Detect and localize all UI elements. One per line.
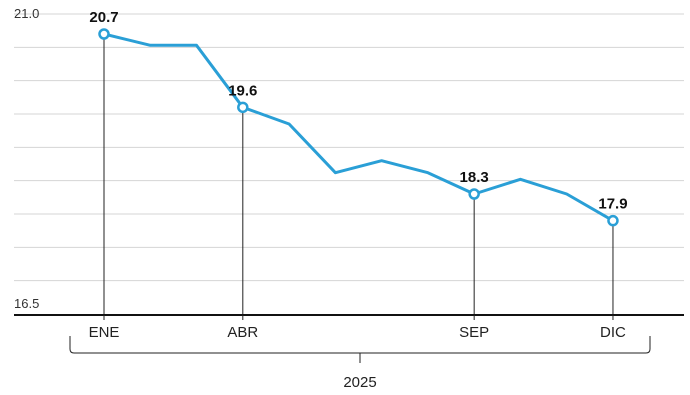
year-label: 2025 <box>343 374 376 391</box>
drop-lines <box>103 34 614 315</box>
x-tick-label: SEP <box>459 324 489 341</box>
data-label: 17.9 <box>598 196 627 213</box>
x-tick-label: ABR <box>227 324 258 341</box>
data-label: 18.3 <box>460 169 489 186</box>
gridlines <box>14 13 684 282</box>
data-label: 19.6 <box>228 82 257 99</box>
series-line <box>103 32 614 222</box>
data-labels: 20.7 19.6 18.3 17.9 <box>89 9 627 213</box>
x-tick-label: ENE <box>89 324 120 341</box>
year-bracket <box>69 336 651 363</box>
y-tick-label-bottom: 16.5 <box>14 296 39 311</box>
x-axis-ticks: ENE ABR SEP DIC <box>89 315 626 341</box>
data-point-marker <box>237 101 249 114</box>
point-markers <box>98 28 619 227</box>
x-tick-label: DIC <box>600 324 626 341</box>
data-label: 20.7 <box>89 9 118 26</box>
y-tick-label-top: 21.0 <box>14 6 39 21</box>
data-point-marker <box>607 214 619 227</box>
data-point-marker <box>468 188 480 200</box>
y-axis-ticks: 21.0 16.5 <box>14 6 39 311</box>
data-point-marker <box>98 28 110 40</box>
